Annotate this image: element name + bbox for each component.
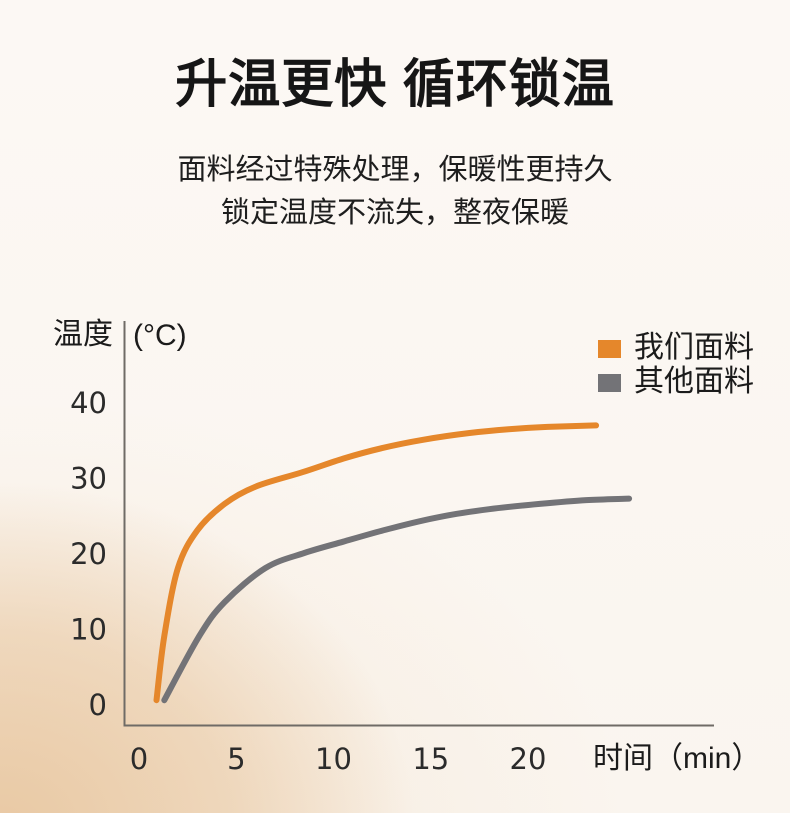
subtitle-line-1: 面料经过特殊处理，保暖性更持久 <box>177 154 613 186</box>
y-axis-title: 温度 <box>53 318 113 351</box>
y-tick-label: 30 <box>70 462 107 496</box>
subtitle-line-2: 锁定温度不流失，整夜保暖 <box>220 197 569 229</box>
x-axis-title: 时间（min） <box>593 742 761 775</box>
y-tick-label: 10 <box>70 613 107 647</box>
legend-swatch-our-fabric <box>598 340 621 358</box>
y-tick-label: 0 <box>89 688 107 722</box>
x-tick-label: 15 <box>412 742 449 776</box>
x-tick-label: 5 <box>227 742 245 776</box>
y-axis-unit: (°C) <box>133 319 187 352</box>
x-tick-label: 20 <box>510 742 547 776</box>
x-tick-label: 0 <box>130 742 148 776</box>
legend: 我们面料 其他面料 <box>598 331 754 398</box>
y-tick-label: 40 <box>70 386 107 420</box>
series-curves <box>153 422 633 704</box>
legend-label-other-fabric: 其他面料 <box>634 365 754 398</box>
x-tick-label: 10 <box>315 742 352 776</box>
y-tick-labels: 0 10 20 30 40 <box>70 386 107 722</box>
page-title: 升温更快 循环锁温 <box>175 56 615 114</box>
y-tick-label: 20 <box>70 537 107 571</box>
curve-our-fabric <box>153 422 600 704</box>
x-tick-labels: 0 5 10 15 20 <box>130 742 547 776</box>
legend-label-our-fabric: 我们面料 <box>634 331 754 364</box>
curve-other-fabric <box>161 495 633 704</box>
legend-swatch-other-fabric <box>598 374 621 392</box>
